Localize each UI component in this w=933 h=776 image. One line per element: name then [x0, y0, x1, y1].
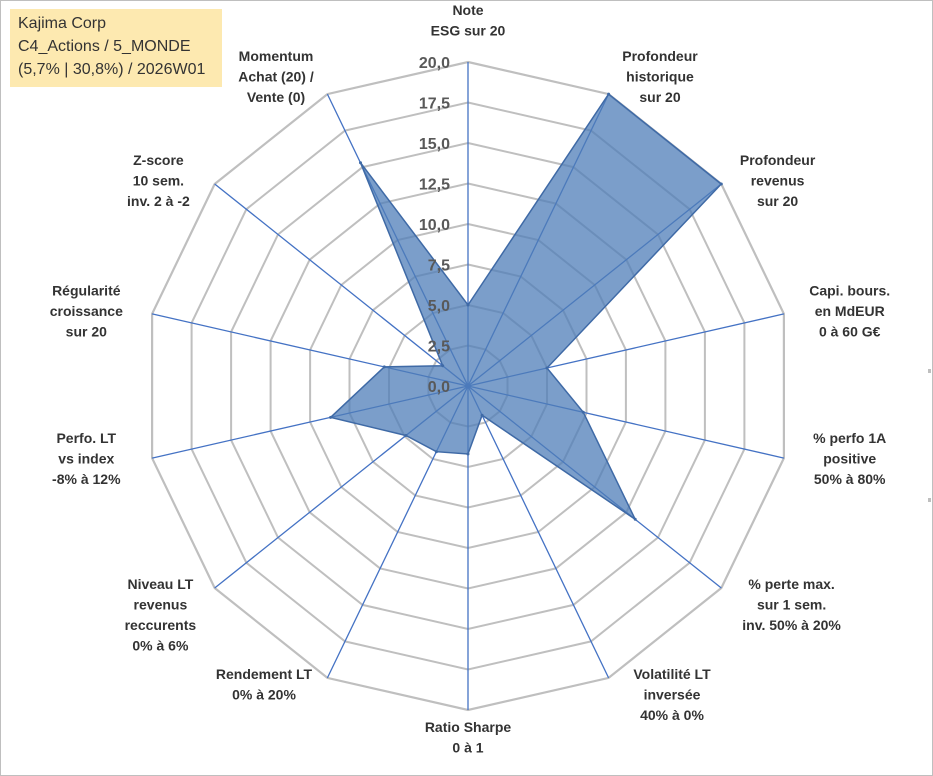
- data-point: [382, 365, 386, 369]
- axis-label: Profondeur historique sur 20: [622, 48, 698, 105]
- tick-label: 5,0: [428, 298, 450, 315]
- axis-label: Rendement LT 0% à 20%: [216, 666, 313, 703]
- axis-label: Capi. bours. en MdEUR 0 à 60 G€: [809, 282, 890, 339]
- tick-label: 17,5: [419, 96, 450, 113]
- data-point: [466, 452, 470, 456]
- tick-label: 7,5: [428, 258, 450, 275]
- data-point: [359, 161, 362, 165]
- data-point: [329, 415, 333, 419]
- chart-title-box: Kajima Corp C4_Actions / 5_MONDE (5,7% |…: [10, 9, 222, 87]
- axis-label: Niveau LT revenus reccurents 0% à 6%: [125, 576, 197, 654]
- axis-label: Régularité croissance sur 20: [50, 282, 123, 339]
- tick-label: 0,0: [428, 379, 450, 396]
- data-point: [466, 303, 470, 307]
- axis-spoke: [467, 385, 610, 679]
- data-point: [441, 364, 445, 368]
- tick-label: 10,0: [419, 217, 450, 234]
- axis-labels: Note ESG sur 20 Profondeur historique sur 20…: [50, 2, 890, 756]
- data-point: [607, 92, 611, 96]
- axis-spoke: [214, 183, 469, 387]
- data-point: [404, 434, 408, 437]
- data-point: [581, 410, 585, 414]
- data-point: [480, 413, 484, 417]
- title-line-2: C4_Actions / 5_MONDE: [18, 38, 191, 55]
- scrollbar-marker-1: [928, 369, 931, 373]
- data-point: [545, 366, 549, 370]
- data-point: [633, 517, 637, 521]
- tick-label: 2,5: [428, 339, 450, 356]
- data-point: [434, 450, 438, 454]
- axis-label: Z-score 10 sem. inv. 2 à -2: [127, 152, 190, 209]
- axis-label: Profondeur revenus sur 20: [740, 152, 816, 209]
- tick-label: 20,0: [419, 55, 450, 72]
- tick-labels: 0,0 2,5 5,0 7,5 10,0 12,5 15,0 17,5 20,0: [419, 55, 450, 396]
- axis-label: Momentum Achat (20) / Vente (0): [238, 48, 314, 105]
- series-layer: [329, 92, 723, 522]
- axis-label: % perte max. sur 1 sem. inv. 50% à 20%: [742, 576, 841, 633]
- series-area: [329, 93, 723, 522]
- axis-label: Note ESG sur 20: [431, 2, 506, 39]
- axis-label: % perfo 1A positive 50% à 80%: [813, 430, 886, 487]
- axis-label: Ratio Sharpe 0 à 1: [425, 719, 512, 756]
- title-line-3: (5,7% | 30,8%) / 2026W01: [18, 61, 206, 78]
- tick-label: 15,0: [419, 136, 450, 153]
- axis-label: Perfo. LT vs index -8% à 12%: [52, 430, 121, 487]
- title-line-1: Kajima Corp: [18, 15, 107, 32]
- data-point: [719, 182, 723, 186]
- tick-label: 12,5: [419, 177, 450, 194]
- axis-label: Volatilité LT inversée 40% à 0%: [633, 666, 711, 723]
- scrollbar-marker-2: [928, 498, 931, 502]
